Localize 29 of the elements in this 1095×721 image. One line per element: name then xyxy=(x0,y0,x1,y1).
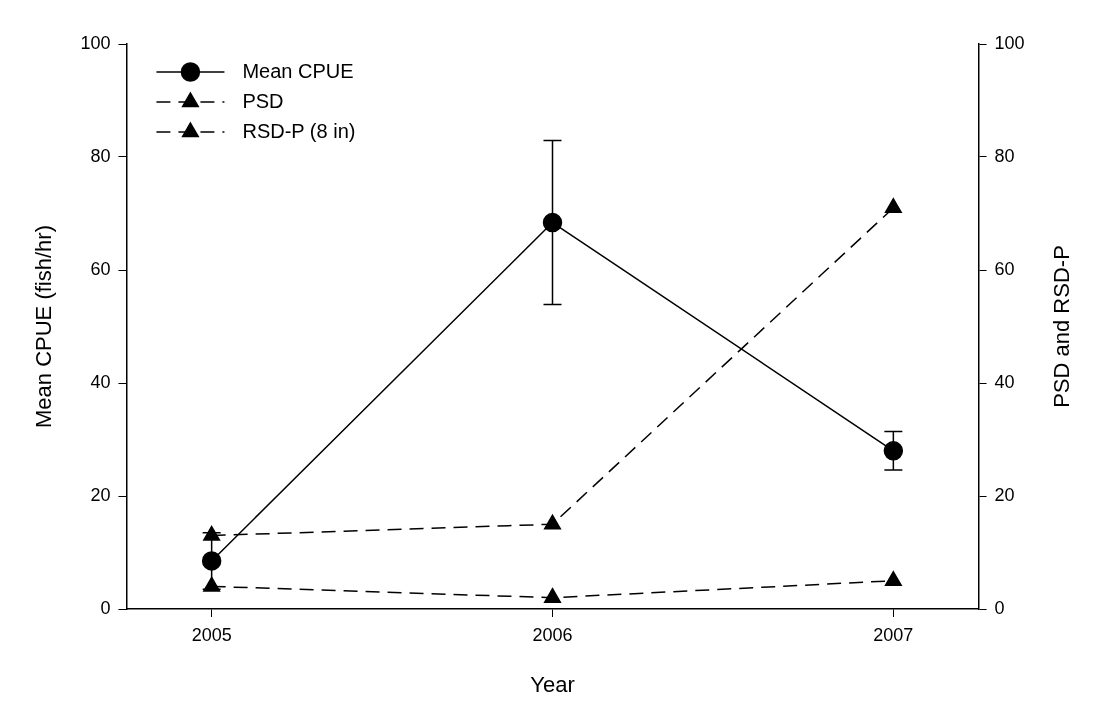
y2-axis-title: PSD and RSD-P xyxy=(1049,245,1075,408)
y-tick-label: 60 xyxy=(90,258,111,279)
point xyxy=(542,212,563,233)
y2-tick-label: 0 xyxy=(994,597,1005,618)
x-tick-label: 2006 xyxy=(532,624,573,645)
point xyxy=(884,571,902,586)
point xyxy=(883,441,904,461)
y-tick-label: 40 xyxy=(90,371,111,392)
y2-tick-label: 100 xyxy=(994,32,1025,53)
y2-tick-label: 40 xyxy=(994,371,1015,392)
y-tick-label: 80 xyxy=(90,145,111,166)
y-tick-label: 100 xyxy=(80,32,111,53)
y-axis-title: Mean CPUE (fish/hr) xyxy=(31,225,57,428)
y-tick-label: 20 xyxy=(90,484,111,505)
y2-tick-label: 80 xyxy=(994,145,1015,166)
x-tick-label: 2007 xyxy=(873,624,914,645)
y-tick-label: 0 xyxy=(100,597,111,618)
point xyxy=(201,551,222,571)
point xyxy=(884,198,902,214)
legend-label: PSD xyxy=(242,89,284,112)
y2-tick-label: 20 xyxy=(994,484,1015,505)
point xyxy=(203,525,221,541)
legend-label: Mean CPUE xyxy=(242,59,354,82)
point xyxy=(543,587,562,603)
y2-tick-label: 60 xyxy=(994,258,1015,279)
point xyxy=(543,514,562,530)
x-axis-title: Year xyxy=(530,671,575,697)
legend-label: RSD-P (8 in) xyxy=(242,119,356,142)
x-tick-label: 2005 xyxy=(191,624,232,645)
